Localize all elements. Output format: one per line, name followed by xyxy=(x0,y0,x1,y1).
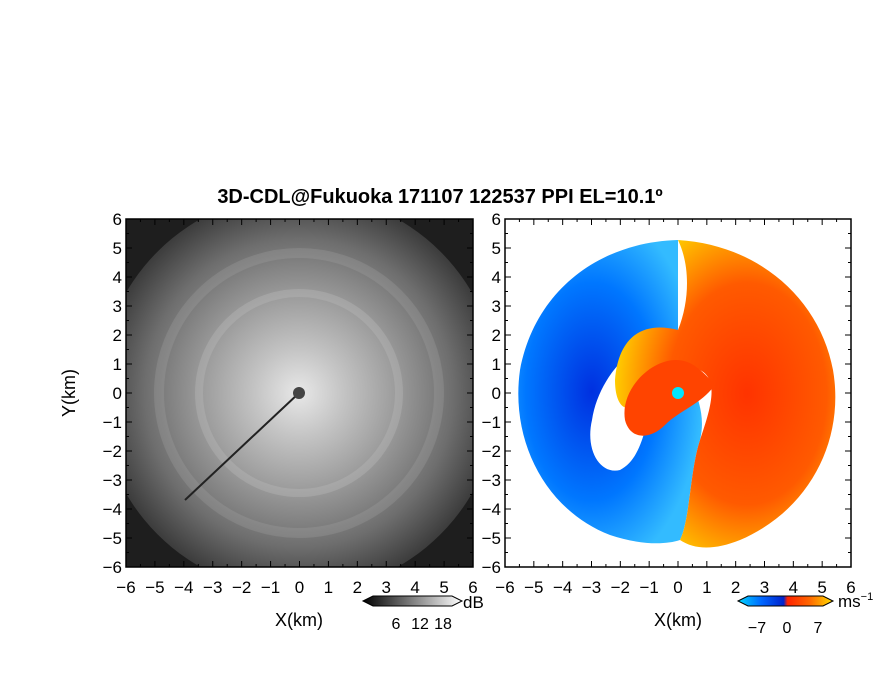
velocity-colorbar-tick-label: 0 xyxy=(783,620,792,637)
snr-x-axis-label: X(km) xyxy=(275,610,323,630)
snr-panel xyxy=(125,218,474,568)
velocity-x-tick-label: −2 xyxy=(611,578,630,597)
velocity-y-tick-label: 2 xyxy=(492,326,501,345)
velocity-y-tick-label: 6 xyxy=(492,210,501,229)
snr-colorbar: dB 6 12 18 xyxy=(361,593,484,633)
snr-y-tick-label: −6 xyxy=(103,558,122,577)
snr-x-tick-label: −6 xyxy=(116,578,135,597)
radar-site-marker xyxy=(293,387,305,399)
velocity-y-tick-label: 3 xyxy=(492,297,501,316)
snr-y-tick-label: −1 xyxy=(103,413,122,432)
snr-colorbar-tick-label: 6 xyxy=(392,616,401,633)
velocity-x-tick-label: −4 xyxy=(553,578,572,597)
snr-y-tick-label: −3 xyxy=(103,471,122,490)
snr-y-axis-label: Y(km) xyxy=(59,369,79,417)
snr-y-tick-label: 5 xyxy=(113,239,122,258)
velocity-y-tick-label: −2 xyxy=(482,442,501,461)
radar-site-marker-velocity xyxy=(672,387,684,399)
velocity-y-tick-label: −5 xyxy=(482,529,501,548)
velocity-x-tick-label: 1 xyxy=(702,578,711,597)
velocity-x-tick-label: 6 xyxy=(846,578,855,597)
snr-y-tick-label: −2 xyxy=(103,442,122,461)
snr-y-tick-label: 2 xyxy=(113,326,122,345)
snr-y-tick-label: 3 xyxy=(113,297,122,316)
velocity-x-tick-label: 5 xyxy=(817,578,826,597)
snr-y-tick-label: 6 xyxy=(113,210,122,229)
velocity-y-tick-label: −4 xyxy=(482,500,501,519)
snr-blocked-ray xyxy=(184,392,300,501)
snr-x-tick-label: 6 xyxy=(468,578,477,597)
snr-x-tick-label: −4 xyxy=(174,578,193,597)
velocity-x-tick-label: −1 xyxy=(639,578,658,597)
velocity-y-tick-label: −3 xyxy=(482,471,501,490)
velocity-x-tick-label: −3 xyxy=(582,578,601,597)
snr-colorbar-ticks: 6 12 18 xyxy=(392,616,452,633)
velocity-y-tick-label: 0 xyxy=(492,384,501,403)
velocity-colorbar: ms−1 −7 0 7 xyxy=(736,591,873,637)
snr-colorbar-tick-label: 12 xyxy=(411,616,429,633)
velocity-colorbar-ticks: −7 0 7 xyxy=(748,620,823,637)
snr-y-tick-label: −4 xyxy=(103,500,122,519)
snr-x-tick-label: −1 xyxy=(261,578,280,597)
velocity-x-tick-label: −6 xyxy=(495,578,514,597)
snr-y-tick-label: 0 xyxy=(113,384,122,403)
snr-x-tick-label: 3 xyxy=(382,578,391,597)
velocity-y-tick-label: 4 xyxy=(492,268,501,287)
snr-y-tick-label: −5 xyxy=(103,529,122,548)
velocity-x-tick-label: 4 xyxy=(789,578,798,597)
velocity-approaching-region xyxy=(518,240,702,544)
velocity-x-tick-label: 3 xyxy=(760,578,769,597)
velocity-colorbar-unit: ms−1 xyxy=(838,591,873,611)
snr-x-tick-label: 2 xyxy=(353,578,362,597)
velocity-y-tick-label: −1 xyxy=(482,413,501,432)
snr-x-tick-label: −2 xyxy=(232,578,251,597)
velocity-x-axis-label: X(km) xyxy=(654,610,702,630)
snr-colorbar-ramp xyxy=(361,595,464,607)
velocity-receding-region xyxy=(615,240,836,548)
snr-y-tick-label: 4 xyxy=(113,268,122,287)
velocity-x-tick-label: 0 xyxy=(673,578,682,597)
velocity-panel xyxy=(504,218,852,568)
velocity-colorbar-tick-label: 7 xyxy=(814,620,823,637)
velocity-y-tick-label: 1 xyxy=(492,355,501,374)
snr-x-tick-label: 5 xyxy=(439,578,448,597)
snr-colorbar-tick-label: 18 xyxy=(434,616,452,633)
snr-colorbar-unit: dB xyxy=(463,593,484,612)
velocity-y-tick-label: 5 xyxy=(492,239,501,258)
snr-ring-outer xyxy=(154,248,444,538)
velocity-spiral-core xyxy=(624,360,715,436)
velocity-colorbar-ramp xyxy=(736,595,835,607)
snr-x-tick-label: −5 xyxy=(145,578,164,597)
velocity-x-tick-label: 2 xyxy=(731,578,740,597)
velocity-colorbar-tick-label: −7 xyxy=(748,620,766,637)
chart-title: 3D-CDL@Fukuoka 171107 122537 PPI EL=10.1… xyxy=(217,186,663,208)
snr-x-tick-label: 4 xyxy=(410,578,419,597)
velocity-y-tick-label: −6 xyxy=(482,558,501,577)
velocity-x-tick-label: −5 xyxy=(524,578,543,597)
snr-ring-inner xyxy=(195,289,403,497)
snr-x-tick-label: −3 xyxy=(203,578,222,597)
snr-y-tick-label: 1 xyxy=(113,355,122,374)
snr-x-tick-label: 1 xyxy=(324,578,333,597)
snr-x-tick-label: 0 xyxy=(295,578,304,597)
